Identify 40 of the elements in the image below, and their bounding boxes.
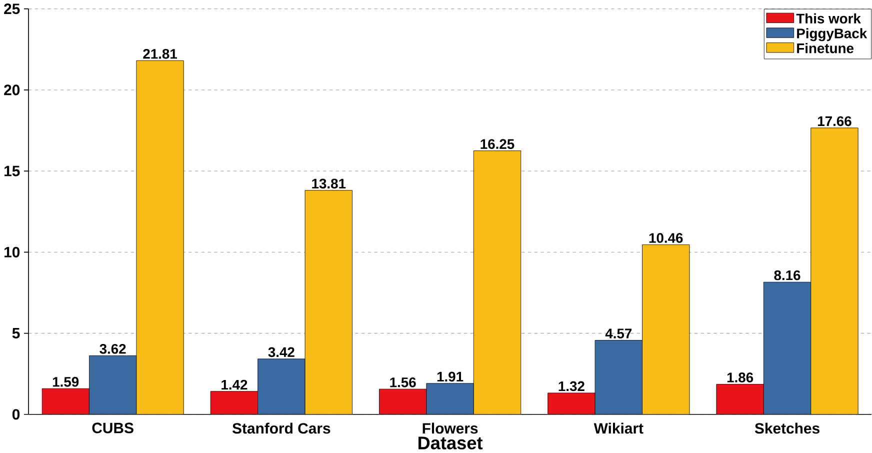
bar [716, 384, 764, 414]
data-label: 8.16 [774, 270, 800, 280]
y-tick-label: 20 [4, 84, 20, 96]
data-label: 1.91 [437, 372, 464, 382]
bar [210, 391, 258, 414]
x-tick-label: Stanford Cars [232, 422, 330, 434]
legend-label: Finetune [797, 43, 854, 54]
data-label: 13.81 [312, 178, 346, 189]
bar [763, 282, 812, 414]
legend-label: This work [796, 13, 861, 24]
data-label: 17.66 [818, 116, 852, 126]
data-label: 1.59 [52, 376, 79, 387]
bar [548, 392, 596, 414]
bar [594, 340, 642, 414]
data-label: 10.46 [649, 233, 683, 243]
x-tick-label: Sketches [754, 422, 820, 434]
x-axis-title: Dataset [418, 436, 483, 450]
data-label: 4.57 [605, 328, 632, 338]
y-tick-label: 15 [4, 166, 20, 176]
y-tick-label: 0 [12, 409, 20, 420]
x-tick-label: Wikiart [594, 422, 644, 434]
data-label: 1.42 [222, 380, 248, 390]
bar [42, 388, 90, 414]
data-label: 1.86 [727, 372, 754, 382]
data-label: 3.62 [100, 344, 126, 354]
x-tick-label: Flowers [422, 422, 478, 434]
bar [379, 388, 427, 414]
legend-label: PiggyBack [797, 28, 868, 42]
data-label: 21.81 [143, 48, 177, 59]
data-label: 3.42 [268, 347, 294, 358]
x-tick-label: CUBS [92, 422, 134, 434]
bar [88, 355, 137, 414]
y-tick-label: 10 [4, 246, 20, 258]
data-label: 1.32 [558, 381, 584, 392]
y-tick-label: 25 [4, 4, 20, 14]
data-label: 1.56 [390, 377, 416, 388]
bar [426, 383, 474, 414]
data-label: 16.25 [480, 139, 514, 149]
bar [258, 358, 306, 414]
y-tick-label: 5 [12, 328, 20, 339]
